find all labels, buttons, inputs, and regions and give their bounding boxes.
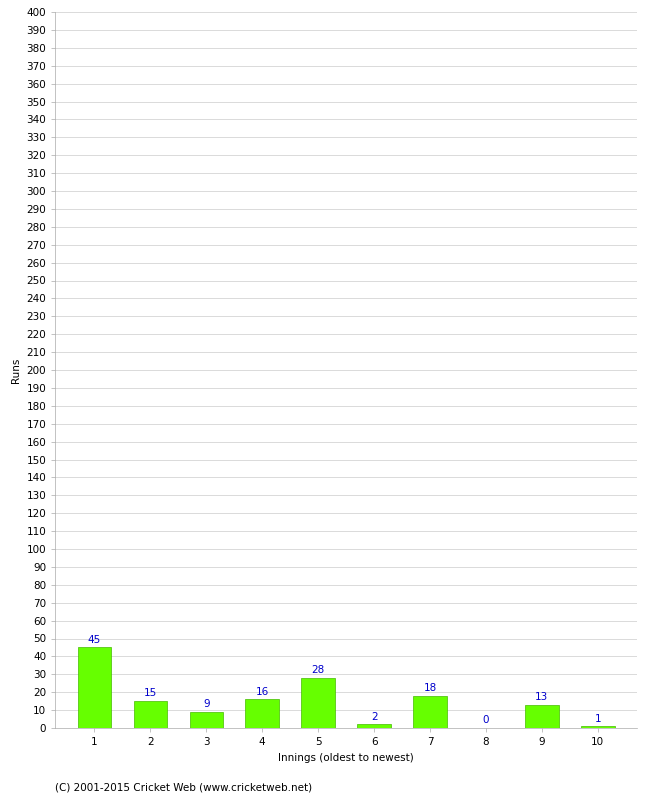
Y-axis label: Runs: Runs xyxy=(11,358,21,382)
Text: 16: 16 xyxy=(255,686,269,697)
Text: 9: 9 xyxy=(203,699,209,710)
Bar xyxy=(77,647,111,728)
Text: 0: 0 xyxy=(483,715,489,726)
Text: 28: 28 xyxy=(311,665,325,675)
Bar xyxy=(358,725,391,728)
Bar xyxy=(302,678,335,728)
Bar xyxy=(133,701,167,728)
Bar xyxy=(413,696,447,728)
X-axis label: Innings (oldest to newest): Innings (oldest to newest) xyxy=(278,753,414,762)
Text: 18: 18 xyxy=(423,683,437,693)
Text: 2: 2 xyxy=(370,712,378,722)
Text: 15: 15 xyxy=(144,689,157,698)
Bar xyxy=(581,726,615,728)
Bar xyxy=(525,705,559,728)
Text: 45: 45 xyxy=(88,634,101,645)
Text: 1: 1 xyxy=(595,714,601,723)
Bar xyxy=(190,712,223,728)
Bar xyxy=(246,699,279,728)
Text: (C) 2001-2015 Cricket Web (www.cricketweb.net): (C) 2001-2015 Cricket Web (www.cricketwe… xyxy=(55,782,313,792)
Text: 13: 13 xyxy=(536,692,549,702)
